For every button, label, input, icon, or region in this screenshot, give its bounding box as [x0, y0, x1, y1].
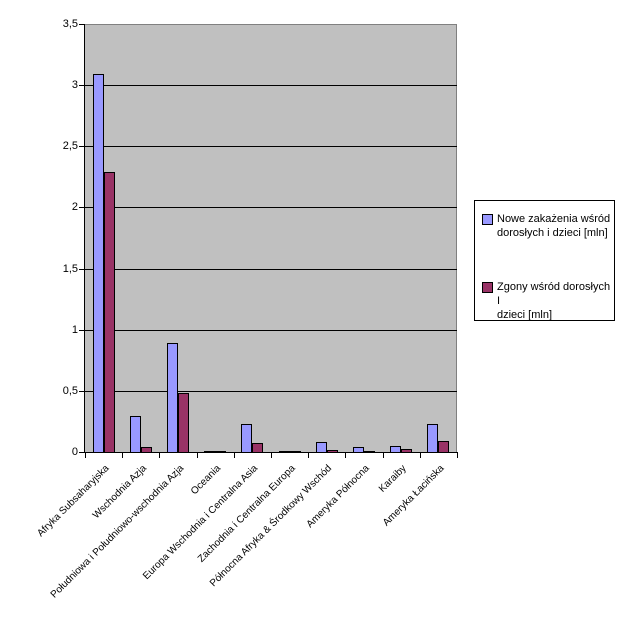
bar-series2-category1	[103, 172, 115, 453]
bar-series1-category2	[129, 416, 141, 453]
y-axis-line	[84, 24, 85, 453]
x-axis-tick-mark	[345, 453, 346, 458]
gridline	[85, 85, 457, 86]
gridline	[85, 146, 457, 147]
legend-label-line: Zgony wśród dorosłych I	[497, 281, 611, 307]
legend-label-line: Nowe zakażenia wśród	[497, 213, 611, 225]
x-category-label-text: Południowa i Południowo-wschodnia Azja	[48, 463, 186, 601]
bar-series1-category10	[427, 424, 439, 453]
y-axis-tick-mark	[79, 330, 85, 331]
y-axis-tick-mark	[79, 85, 85, 86]
gridline	[85, 391, 457, 392]
legend-label-zgony: Zgony wśród dorosłych I dzieci [mln]	[497, 280, 612, 322]
y-axis-tick-label: 2,5	[62, 140, 78, 152]
y-axis-tick-mark	[79, 146, 85, 147]
bar-group-2	[122, 25, 159, 453]
x-axis-tick-mark	[383, 453, 384, 458]
legend-label-line: dzieci [mln]	[497, 309, 553, 321]
bar-series2-category3	[177, 393, 189, 453]
bar-group-6	[271, 25, 308, 453]
y-axis-tick-label: 3	[71, 79, 78, 91]
y-axis-tick-mark	[79, 269, 85, 270]
bar-group-3	[159, 25, 196, 453]
legend-entry-nowe-zakazenia: Nowe zakażenia wśród dorosłych i dzieci …	[482, 212, 612, 240]
gridline	[85, 330, 457, 331]
y-axis-tick-label: 3,5	[62, 18, 78, 30]
x-axis-tick-mark	[234, 453, 235, 458]
legend-color-swatch-nowe-zakazenia	[482, 214, 493, 225]
y-axis-tick-mark	[79, 452, 85, 453]
legend-color-swatch-zgony	[482, 282, 493, 293]
bar-group-4	[197, 25, 234, 453]
bar-group-5	[234, 25, 271, 453]
y-axis-tick-label: 0,5	[62, 385, 78, 397]
bar-series1-category1	[92, 74, 104, 453]
y-axis-tick-label: 2	[71, 201, 78, 213]
plot-area	[85, 24, 457, 453]
x-axis-tick-mark	[159, 453, 160, 458]
bar-group-8	[345, 25, 382, 453]
x-axis-tick-mark	[271, 453, 272, 458]
gridline	[85, 207, 457, 208]
y-axis-tick-mark	[79, 207, 85, 208]
legend-label-nowe-zakazenia: Nowe zakażenia wśród dorosłych i dzieci …	[497, 212, 610, 240]
x-axis-tick-mark	[457, 453, 458, 458]
bar-group-1	[85, 25, 122, 453]
x-axis-tick-mark	[420, 453, 421, 458]
x-category-label-text: Ameryka Łacińska	[380, 463, 447, 529]
y-axis-tick-label: 0	[71, 446, 78, 458]
x-axis-tick-mark	[308, 453, 309, 458]
bar-group-10	[420, 25, 457, 453]
legend: Nowe zakażenia wśród dorosłych i dzieci …	[474, 200, 615, 321]
bar-series1-category5	[241, 424, 253, 453]
bar-group-7	[308, 25, 345, 453]
y-axis-tick-mark	[79, 391, 85, 392]
y-axis-tick-mark	[79, 24, 85, 25]
x-axis-line	[84, 452, 458, 453]
x-axis-tick-mark	[122, 453, 123, 458]
y-axis-tick-label: 1	[71, 324, 78, 336]
x-axis-tick-mark	[197, 453, 198, 458]
legend-entry-zgony: Zgony wśród dorosłych I dzieci [mln]	[482, 280, 612, 322]
bar-group-9	[383, 25, 420, 453]
legend-label-line: dorosłych i dzieci [mln]	[497, 227, 608, 239]
x-category-label: Ameryka Łacińska	[178, 458, 447, 529]
bar-series1-category3	[166, 343, 178, 453]
y-axis-tick-label: 1,5	[62, 263, 78, 275]
x-axis-tick-mark	[85, 453, 86, 458]
gridline	[85, 269, 457, 270]
